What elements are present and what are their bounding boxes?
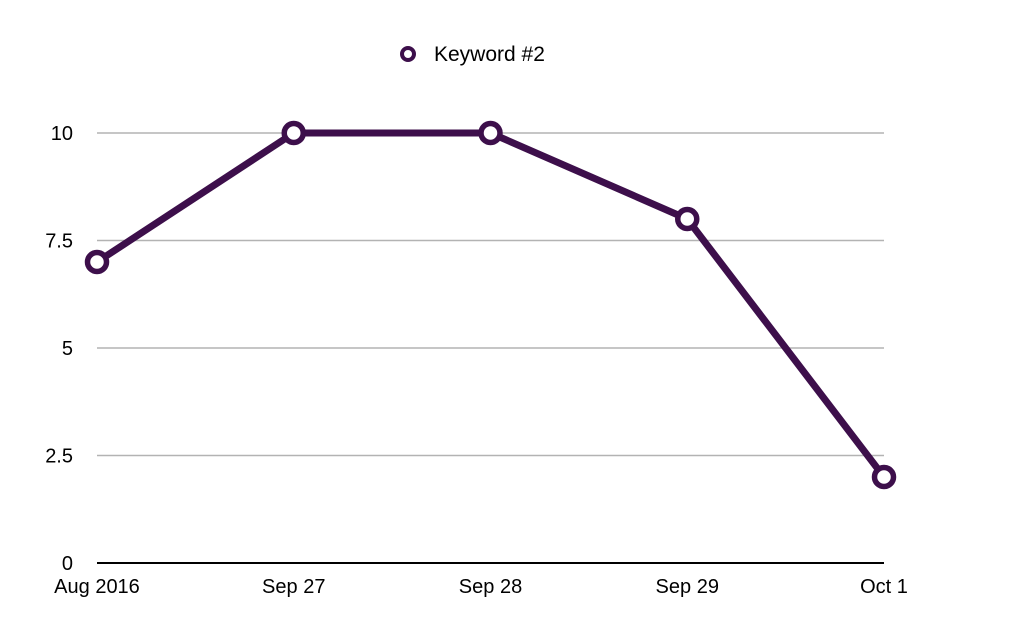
x-tick-label: Sep 28 — [459, 576, 522, 598]
x-tick-label: Sep 29 — [656, 576, 719, 598]
x-tick-label: Sep 27 — [262, 576, 325, 598]
y-tick-label: 7.5 — [45, 231, 73, 253]
x-tick-label: Oct 1 — [860, 576, 908, 598]
series-keyword-2 — [84, 120, 897, 490]
y-tick-label: 5 — [62, 338, 73, 360]
y-tick-label: 10 — [51, 123, 73, 145]
y-axis-ticks: 0 2.5 5 7.5 10 — [45, 123, 73, 575]
x-tick-label: Aug 2016 — [54, 576, 140, 598]
y-tick-label: 2.5 — [45, 446, 73, 468]
legend-label: Keyword #2 — [434, 43, 545, 66]
legend-marker-icon — [400, 46, 416, 62]
data-point — [675, 206, 700, 232]
data-point — [84, 249, 110, 275]
data-point — [281, 120, 306, 146]
data-point — [478, 120, 503, 146]
legend: Keyword #2 — [400, 43, 545, 66]
y-tick-label: 0 — [62, 553, 73, 575]
series-line — [93, 129, 888, 481]
data-point — [871, 464, 897, 490]
x-axis-ticks: Aug 2016 Sep 27 Sep 28 Sep 29 Oct 1 — [54, 576, 908, 598]
